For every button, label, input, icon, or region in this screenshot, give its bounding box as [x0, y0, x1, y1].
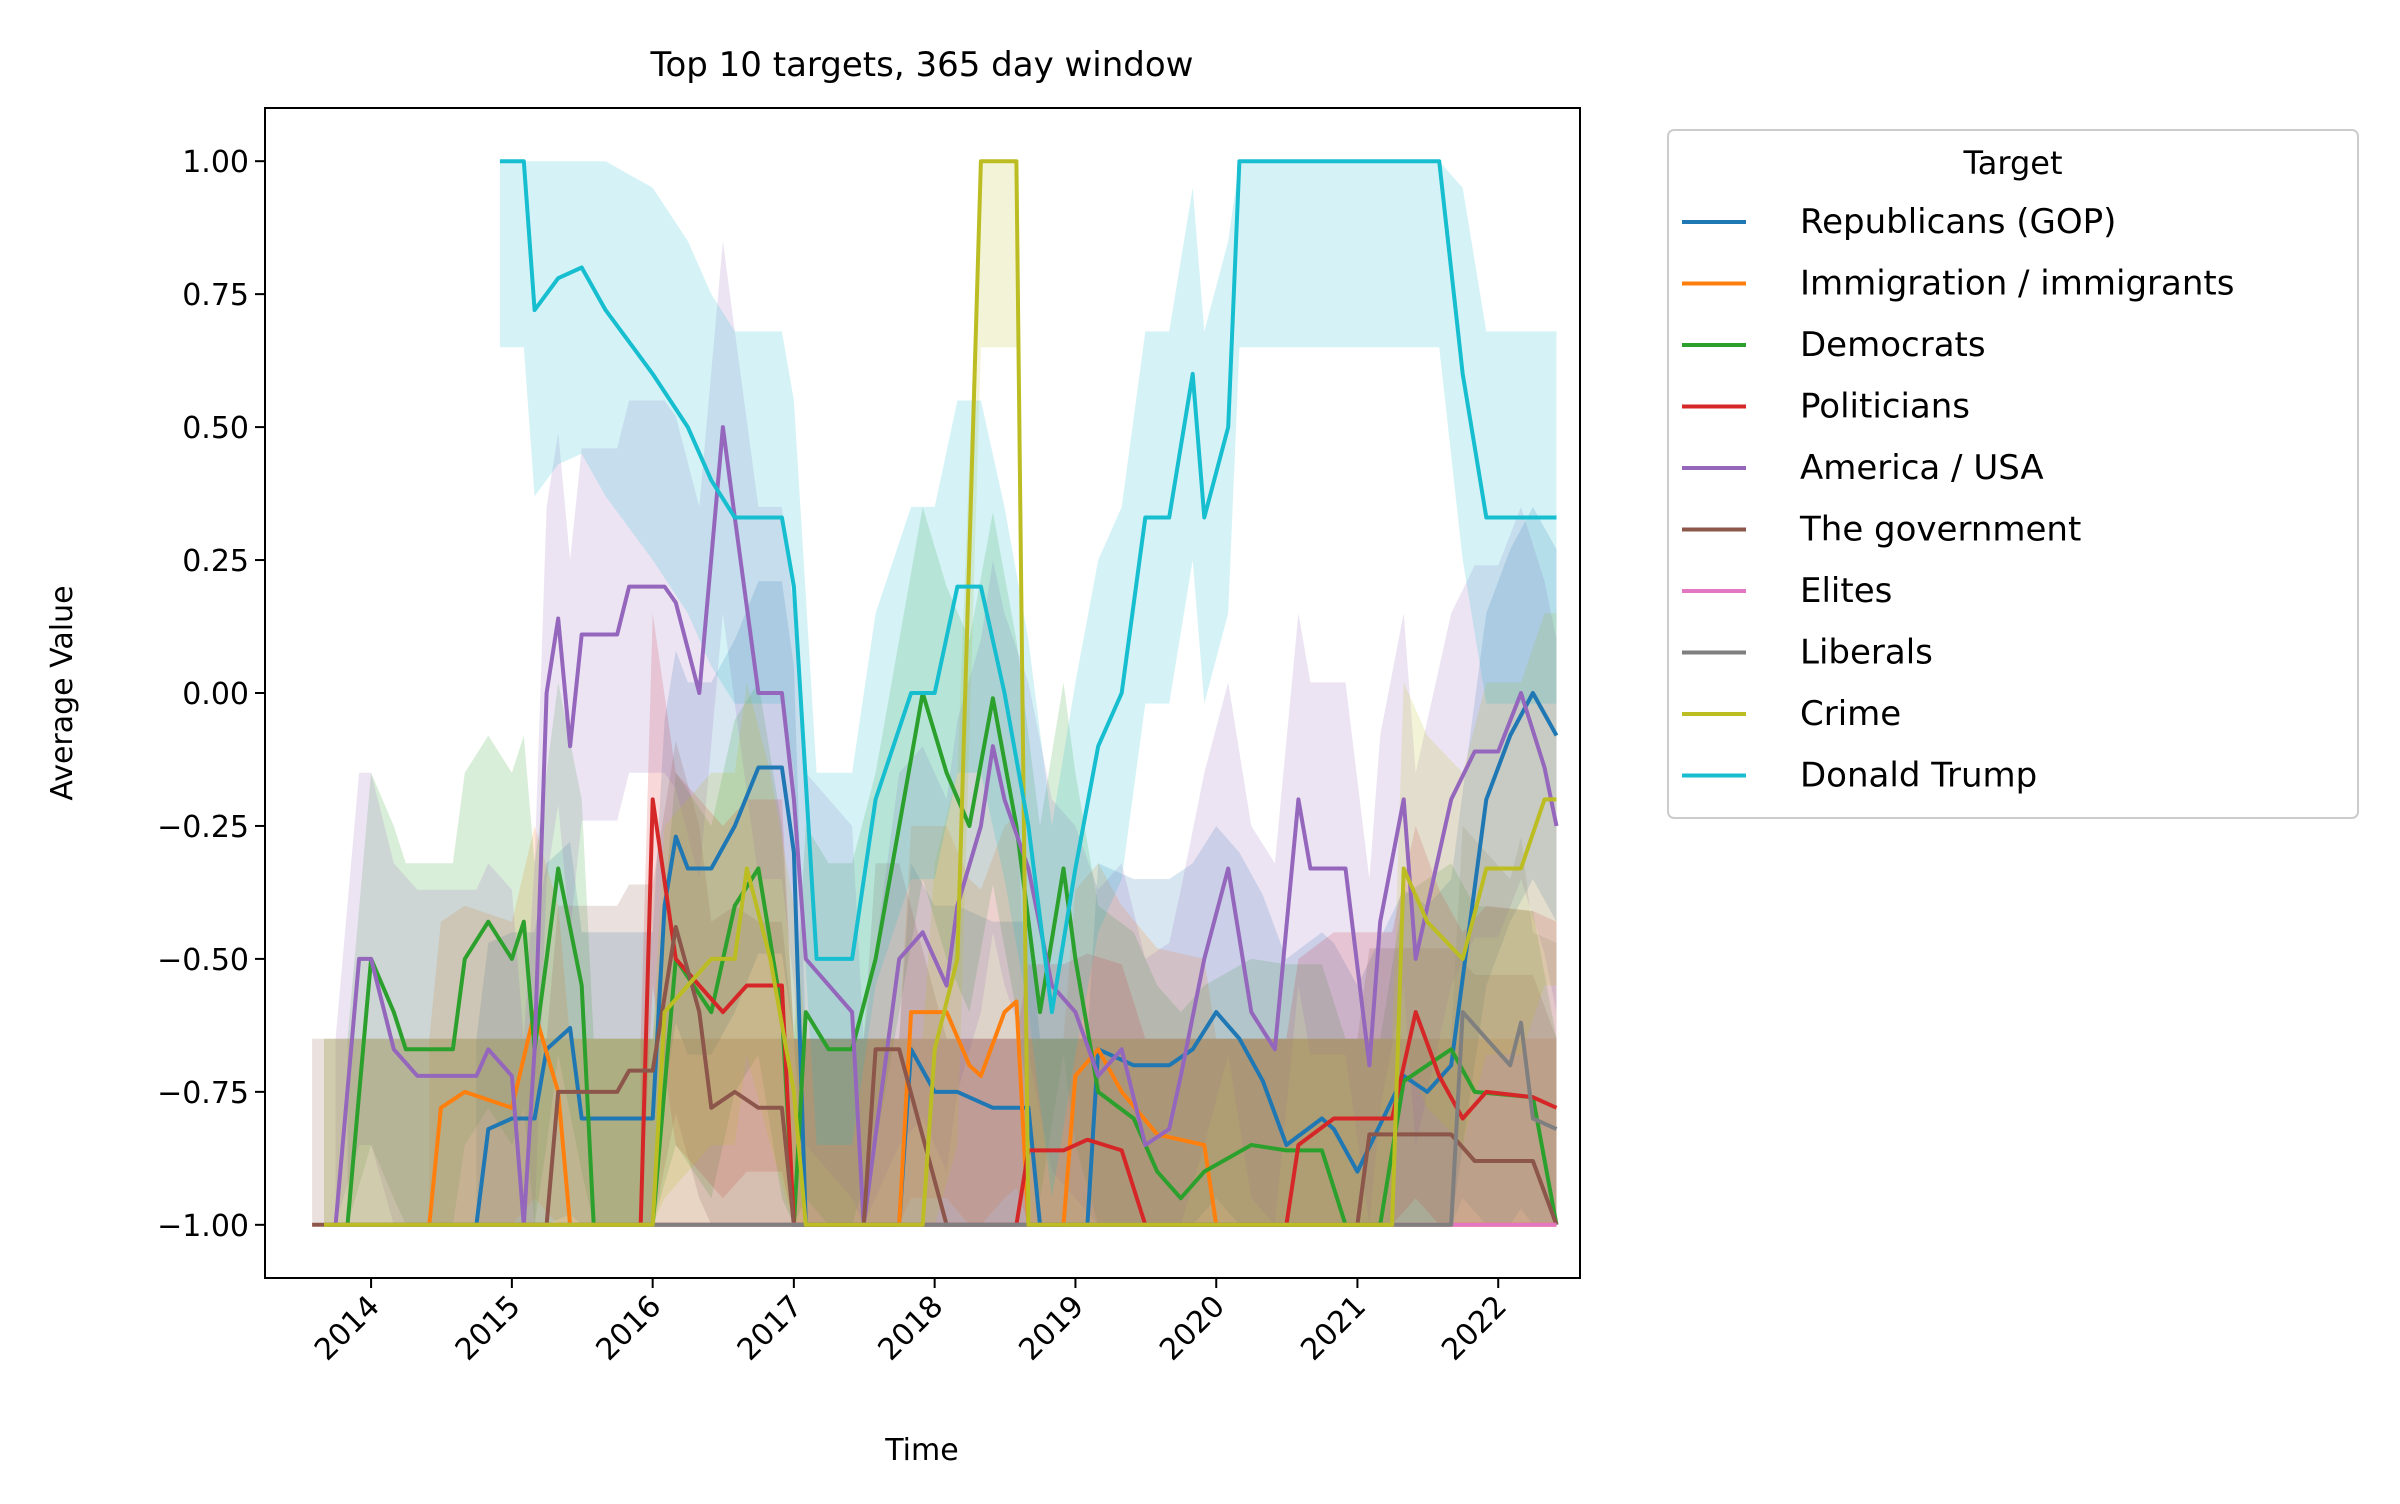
line-republicans-gop — [474, 691, 1559, 1227]
legend-frame — [1667, 129, 2359, 819]
legend-label-liberals: Liberals — [1800, 633, 1933, 673]
line-donald-trump — [499, 159, 1557, 1015]
band-donald-trump — [499, 161, 1557, 1199]
band-america-usa — [335, 241, 1557, 1225]
band-immigration-immigrants — [429, 815, 1557, 1225]
y-tick-label: −0.25 — [157, 810, 249, 845]
band-liberals — [324, 826, 1557, 1225]
legend-label-donald-trump: Donald Trump — [1800, 756, 2037, 796]
y-axis-label: Average Value — [45, 585, 80, 800]
y-tick-label: 0.00 — [182, 677, 249, 712]
legend: Target Republicans (GOP) Immigration / im… — [1667, 129, 2359, 819]
legend-label-crime: Crime — [1800, 694, 1901, 734]
line-politicians — [638, 797, 1558, 1227]
y-tick-label: 0.50 — [182, 411, 249, 446]
y-tick-label: 0.25 — [182, 544, 249, 579]
y-tick-label: −0.50 — [157, 943, 249, 978]
band-politicians — [640, 613, 1557, 1225]
chart-title: Top 10 targets, 365 day window — [649, 45, 1193, 85]
legend-label-republicans-gop: Republicans (GOP) — [1800, 202, 2116, 242]
legend-label-democrats: Democrats — [1800, 325, 1986, 365]
band-republicans-gop — [476, 506, 1557, 1225]
line-democrats — [345, 691, 1559, 1227]
line-crime — [324, 159, 1557, 1227]
legend-label-the-government: The government — [1799, 510, 2081, 550]
line-liberals — [324, 1010, 1558, 1227]
band-democrats — [347, 506, 1557, 1225]
line-america-usa — [333, 425, 1559, 1227]
series-lines — [312, 159, 1559, 1227]
legend-label-elites: Elites — [1800, 571, 1892, 611]
y-tick-label: 0.75 — [182, 278, 249, 313]
legend-label-immigration-immigrants: Immigration / immigrants — [1800, 264, 2234, 304]
y-axis: −1.00 −0.75 −0.50 −0.25 0.00 0.25 0.50 0.75 1.00 — [157, 145, 265, 1244]
y-tick-label: −1.00 — [157, 1209, 249, 1244]
y-tick-label: 1.00 — [182, 145, 249, 180]
x-axis-label: Time — [884, 1433, 958, 1468]
y-tick-label: −0.75 — [157, 1076, 249, 1111]
legend-label-politicians: Politicians — [1800, 387, 1970, 427]
legend-title: Target — [1963, 144, 2063, 182]
line-immigration-immigrants — [427, 999, 1557, 1227]
legend-label-america-usa: America / USA — [1800, 448, 2044, 488]
band-the-government — [312, 740, 1557, 1225]
